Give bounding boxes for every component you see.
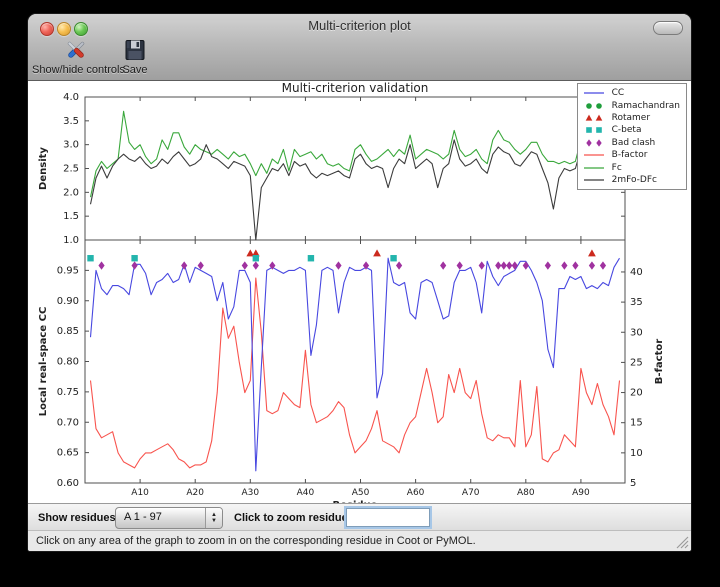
svg-text:1.0: 1.0 [63,235,79,246]
svg-text:Multi-criterion validation: Multi-criterion validation [282,81,429,95]
svg-text:A60: A60 [407,488,425,498]
legend-item-rotamer: Rotamer [583,112,680,124]
svg-text:0.95: 0.95 [57,265,79,276]
svg-text:3.5: 3.5 [63,116,79,127]
legend-label: Rotamer [611,112,651,123]
multi-criterion-plot[interactable]: Multi-criterion validation A10 A20 A30 A40 A5… [28,81,691,503]
svg-text:A10: A10 [131,488,149,498]
legend-swatch-line [583,92,604,94]
svg-text:A40: A40 [297,488,315,498]
save-label: Save [122,64,148,76]
legend-item-bad-clash: Bad clash [583,137,680,149]
svg-text:Residue: Residue [333,500,378,503]
svg-text:0.85: 0.85 [57,326,79,337]
svg-text:0.75: 0.75 [57,387,79,398]
legend-swatch-line [583,166,604,169]
svg-text:A90: A90 [572,488,590,498]
legend-label: B-factor [611,150,648,161]
svg-text:0.70: 0.70 [57,417,79,428]
save-button[interactable]: Save [116,37,154,79]
svg-text:2.0: 2.0 [63,187,79,198]
legend-swatch-square [585,127,602,134]
popup-arrows-icon: ▲ ▼ [205,508,222,528]
plot-canvas[interactable]: Multi-criterion validation A10 A20 A30 A40 A5… [28,81,691,503]
show-residues-label: Show residues: [38,512,120,524]
svg-text:A70: A70 [462,488,480,498]
svg-text:Density: Density [38,147,49,190]
series-Fc [89,110,620,198]
svg-text:20: 20 [630,388,643,399]
legend-swatch-line [583,154,604,156]
series-2mFo-DFc [89,139,620,241]
svg-text:B-factor: B-factor [654,339,665,384]
svg-text:0.80: 0.80 [57,357,79,368]
svg-text:1.5: 1.5 [63,211,79,222]
legend-swatch-diamond [585,139,602,147]
series-B-factor [89,277,621,469]
legend-item-b-factor: B-factor [583,149,680,161]
minimize-button[interactable] [57,22,71,36]
svg-text:30: 30 [630,327,643,338]
legend-label: CC [611,88,625,99]
multi-criterion-plot-window: Multi-criterion plot Show/hide controls [27,13,692,552]
resize-grip-icon[interactable] [676,536,689,549]
svg-text:A80: A80 [517,488,535,498]
svg-text:0.90: 0.90 [57,296,79,307]
controls-row: Show residues: A 1 - 97 ▲ ▼ Click to zoom… [28,503,691,530]
svg-text:A30: A30 [242,488,260,498]
show-hide-controls-label: Show/hide controls [32,64,125,76]
show-hide-controls-button[interactable]: Show/hide controls [32,37,125,79]
residue-range-value: A 1 - 97 [124,511,162,523]
legend-label: Bad clash [611,137,656,148]
legend-label: C-beta [611,125,642,136]
legend-item-ramachandran: Ramachandran [583,99,680,111]
status-text: Click on any area of the graph to zoom i… [36,535,476,547]
svg-text:A20: A20 [186,488,204,498]
legend-swatch-line [583,179,604,181]
close-button[interactable] [40,22,54,36]
save-floppy-icon [125,40,145,60]
svg-text:15: 15 [630,418,643,429]
legend-swatch-circle [585,102,602,109]
svg-text:35: 35 [630,297,643,308]
legend-item-fc: Fc [583,161,680,173]
legend-item-c-beta: C-beta [583,124,680,136]
plot-legend: CC Ramachandran Rotamer C-beta Bad clash B-fa… [576,83,687,191]
svg-text:2.5: 2.5 [63,164,79,175]
svg-text:5: 5 [630,478,636,489]
series-CC [89,257,620,472]
toolbar-lozenge-button[interactable] [653,21,683,35]
svg-text:3.0: 3.0 [63,140,79,151]
legend-swatch-triangle [585,114,602,121]
window-title: Multi-criterion plot [308,18,411,33]
svg-text:40: 40 [630,267,643,278]
residue-range-dropdown[interactable]: A 1 - 97 ▲ ▼ [115,507,223,529]
tools-icon [67,41,85,58]
legend-item-2mfo-dfc: 2mFo-DFc [583,174,680,186]
svg-text:10: 10 [630,448,643,459]
svg-text:0.60: 0.60 [57,478,79,489]
svg-text:A50: A50 [352,488,370,498]
zoom-residue-label: Click to zoom residue: [234,512,352,524]
statusbar: Click on any area of the graph to zoom i… [28,530,691,551]
toolbar: Show/hide controls Save [28,36,691,80]
legend-label: Fc [611,162,622,173]
legend-item-cc: CC [583,87,680,99]
svg-text:0.65: 0.65 [57,448,79,459]
svg-text:Local real-space CC: Local real-space CC [38,307,49,417]
titlebar[interactable]: Multi-criterion plot [28,14,691,36]
legend-label: Ramachandran [611,100,680,111]
svg-text:25: 25 [630,357,643,368]
legend-label: 2mFo-DFc [611,174,657,185]
svg-text:4.0: 4.0 [63,92,79,103]
zoom-button[interactable] [74,22,88,36]
window-chrome: Multi-criterion plot Show/hide controls [28,14,691,81]
zoom-residue-input[interactable] [346,508,430,527]
